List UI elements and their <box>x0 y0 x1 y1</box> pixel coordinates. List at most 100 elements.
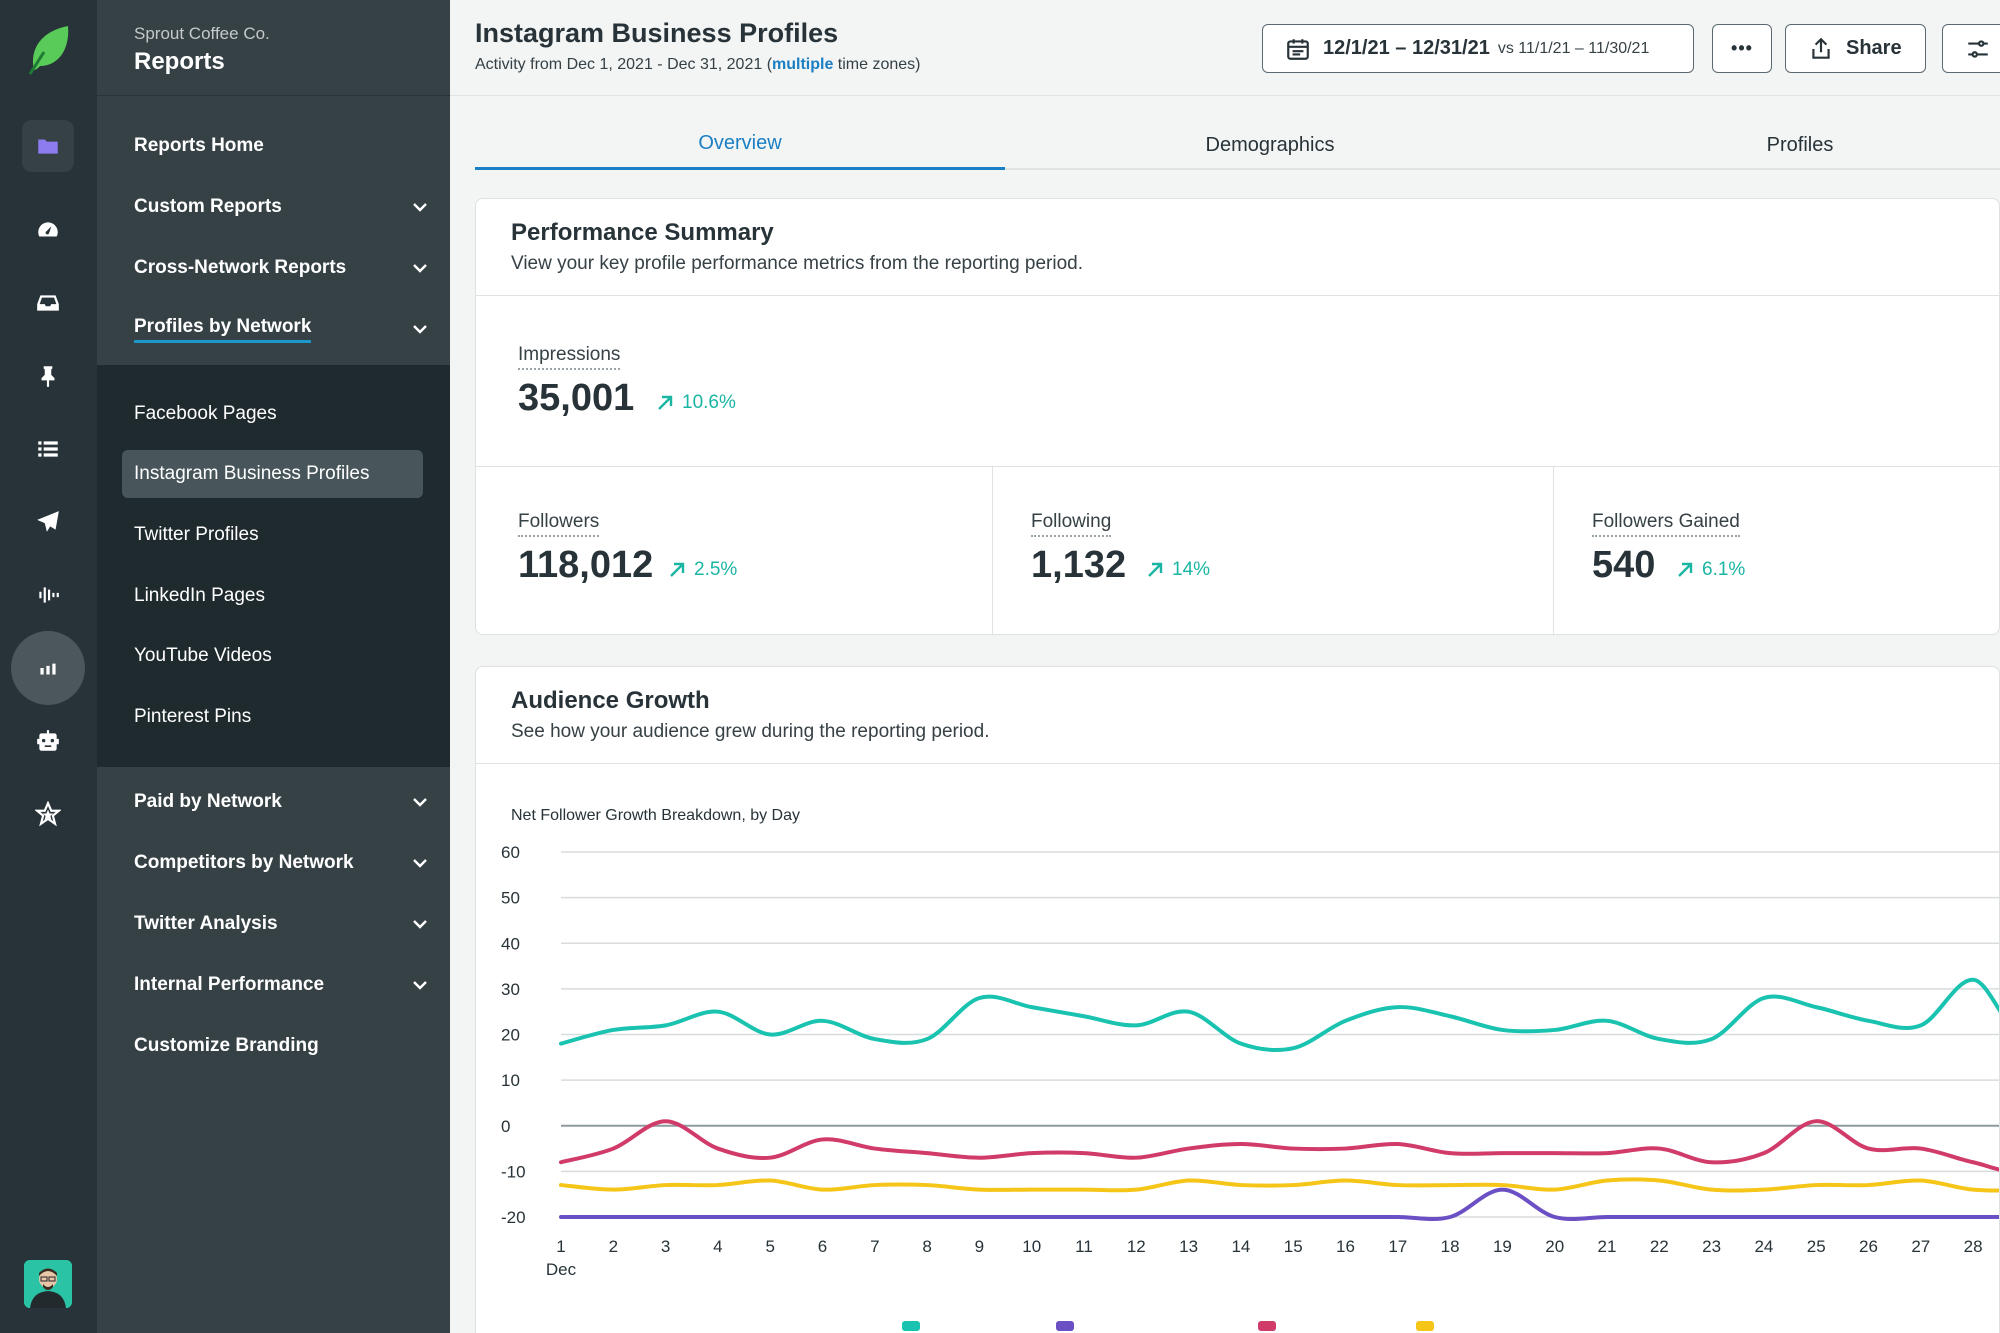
y-tick-label: 30 <box>501 980 520 999</box>
legend-item[interactable] <box>1056 1321 1084 1331</box>
legend-swatch <box>902 1321 920 1331</box>
sidebar-item-label: Customize Branding <box>134 1035 319 1056</box>
sidebar-item-twitter-analysis[interactable]: Twitter Analysis <box>134 904 430 944</box>
share-button[interactable]: Share <box>1785 24 1926 73</box>
user-avatar[interactable] <box>24 1260 72 1308</box>
performance-summary-card: Performance Summary View your key profil… <box>475 198 2000 635</box>
series-line-2 <box>559 1119 1999 1172</box>
sub-item-facebook-pages[interactable]: Facebook Pages <box>134 403 277 424</box>
date-range-button[interactable]: 12/1/21 – 12/31/21 vs 11/1/21 – 11/30/21 <box>1262 24 1694 73</box>
legend-item[interactable] <box>1416 1321 1444 1331</box>
chevron-down-icon <box>410 258 430 278</box>
sprout-logo-icon[interactable] <box>24 22 72 76</box>
bot-icon[interactable] <box>30 723 66 759</box>
sub-item-linkedin-pages[interactable]: LinkedIn Pages <box>134 585 265 606</box>
subtitle-text-end: time zones) <box>833 56 921 73</box>
list-icon[interactable] <box>30 431 66 467</box>
sidebar-divider <box>97 95 450 96</box>
reports-icon[interactable] <box>11 631 85 705</box>
following-delta-value: 14% <box>1172 559 1211 580</box>
more-options-button[interactable]: ••• <box>1712 24 1772 73</box>
x-tick-label: 9 <box>975 1237 984 1256</box>
x-tick-label: 16 <box>1336 1237 1355 1256</box>
legend-swatch <box>1056 1321 1074 1331</box>
x-tick-label: 6 <box>818 1237 827 1256</box>
followers-gained-delta: 6.1% <box>1676 559 1745 581</box>
sidebar-item-label: Reports Home <box>134 135 264 156</box>
x-tick-label: 24 <box>1754 1237 1773 1256</box>
sidebar-item-label: Twitter Analysis <box>134 913 278 934</box>
chart-caption: Net Follower Growth Breakdown, by Day <box>511 807 800 824</box>
followers-delta-value: 2.5% <box>694 559 738 580</box>
star-icon[interactable] <box>30 796 66 832</box>
following-label[interactable]: Following <box>1031 511 1112 537</box>
legend-item[interactable] <box>902 1321 930 1331</box>
followers-gained-delta-value: 6.1% <box>1702 559 1746 580</box>
report-tabs: Overview Demographics Profiles <box>475 120 2000 170</box>
sidebar-item-customize-branding[interactable]: Customize Branding <box>134 1026 430 1066</box>
x-tick-label: 14 <box>1231 1237 1250 1256</box>
filters-button[interactable]: Fi <box>1942 24 2000 73</box>
pin-icon[interactable] <box>30 358 66 394</box>
tab-overview[interactable]: Overview <box>475 120 1005 170</box>
sidebar-item-competitors-by-network[interactable]: Competitors by Network <box>134 843 430 883</box>
y-tick-label: 50 <box>501 889 520 908</box>
followers-delta: 2.5% <box>668 559 737 581</box>
metric-divider <box>992 467 993 634</box>
time-zones-link[interactable]: multiple <box>772 56 834 73</box>
sidebar-item-paid-by-network[interactable]: Paid by Network <box>134 782 430 822</box>
metric-divider <box>1553 467 1554 634</box>
sub-item-youtube-videos[interactable]: YouTube Videos <box>134 645 272 666</box>
sidebar-item-label: Internal Performance <box>134 974 325 995</box>
legend-item[interactable] <box>1258 1321 1286 1331</box>
listening-icon[interactable] <box>30 577 66 613</box>
x-tick-label: 28 <box>1964 1237 1983 1256</box>
sidebar-item-custom-reports[interactable]: Custom Reports <box>134 187 430 227</box>
folder-icon[interactable] <box>22 120 74 172</box>
arrow-up-right-icon <box>670 562 685 577</box>
sub-item-instagram-business-profiles[interactable]: Instagram Business Profiles <box>134 463 370 484</box>
sidebar-item-reports-home[interactable]: Reports Home <box>134 126 430 166</box>
x-tick-label: 17 <box>1388 1237 1407 1256</box>
series-line-3 <box>559 1177 1999 1193</box>
sidebar-item-cross-network-reports[interactable]: Cross-Network Reports <box>134 248 430 288</box>
company-name: Sprout Coffee Co. <box>134 24 270 43</box>
sidebar-item-internal-performance[interactable]: Internal Performance <box>134 965 430 1005</box>
impressions-delta: 10.6% <box>656 392 736 414</box>
x-tick-label: 1 <box>556 1237 565 1256</box>
inbox-icon[interactable] <box>30 285 66 321</box>
tab-profiles[interactable]: Profiles <box>1766 133 1834 156</box>
arrow-up-right-icon <box>658 395 673 410</box>
y-tick-label: 60 <box>501 843 520 862</box>
audience-growth-card: Audience Growth See how your audience gr… <box>475 666 2000 1333</box>
profiles-submenu: Facebook Pages Instagram Business Profil… <box>97 365 450 767</box>
sub-item-twitter-profiles[interactable]: Twitter Profiles <box>134 524 259 545</box>
x-tick-label: 12 <box>1127 1237 1146 1256</box>
x-tick-label: 19 <box>1493 1237 1512 1256</box>
page-subtitle: Activity from Dec 1, 2021 - Dec 31, 2021… <box>475 56 921 74</box>
dashboard-icon[interactable] <box>30 212 66 248</box>
compare-range-label: vs 11/1/21 – 11/30/21 <box>1497 39 1650 57</box>
impressions-label[interactable]: Impressions <box>518 344 621 370</box>
chevron-down-icon <box>410 853 430 873</box>
chevron-down-icon <box>410 975 430 995</box>
followers-label[interactable]: Followers <box>518 511 600 537</box>
sub-item-pinterest-pins[interactable]: Pinterest Pins <box>134 706 252 727</box>
following-delta: 14% <box>1146 559 1210 581</box>
sidebar-item-label: Paid by Network <box>134 791 282 812</box>
x-tick-label: 26 <box>1859 1237 1878 1256</box>
y-tick-label: 0 <box>501 1117 510 1136</box>
series-line-1 <box>559 1187 1999 1222</box>
x-tick-label: 22 <box>1650 1237 1669 1256</box>
tab-demographics[interactable]: Demographics <box>1205 133 1335 156</box>
sidebar-item-label: Profiles by Network <box>134 316 312 343</box>
share-icon <box>1812 37 1830 59</box>
subtitle-text: Activity from Dec 1, 2021 - Dec 31, 2021… <box>475 56 773 73</box>
x-tick-label: 13 <box>1179 1237 1198 1256</box>
send-icon[interactable] <box>30 504 66 540</box>
sidebar-item-profiles-by-network[interactable]: Profiles by Network <box>134 309 430 349</box>
x-tick-label: 18 <box>1441 1237 1460 1256</box>
legend-swatch <box>1416 1321 1434 1331</box>
followers-gained-label[interactable]: Followers Gained <box>1592 511 1740 537</box>
x-tick-label: 7 <box>870 1237 879 1256</box>
